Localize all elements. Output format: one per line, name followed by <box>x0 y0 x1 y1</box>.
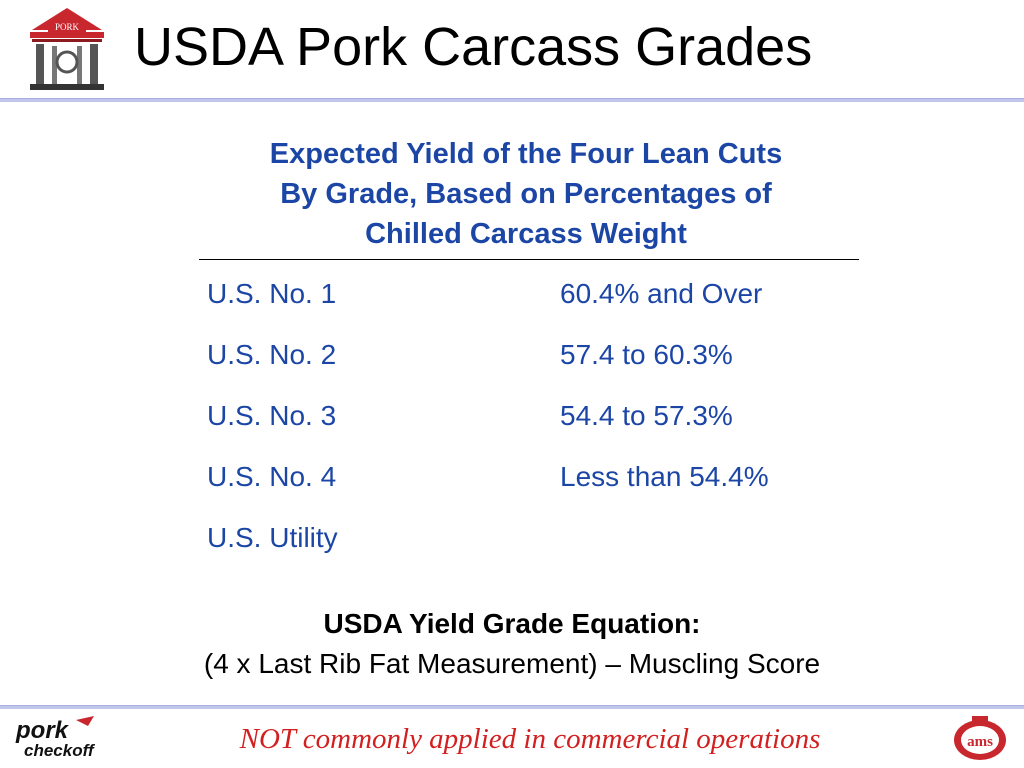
ams-logo: ams <box>954 716 1006 760</box>
grade-name: U.S. No. 2 <box>207 339 337 370</box>
table-heading: Expected Yield of the Four Lean Cuts By … <box>160 134 892 254</box>
grade-yield: Less than 54.4% <box>560 461 769 492</box>
grade-name: U.S. Utility <box>207 522 338 553</box>
footer-note: NOT commonly applied in commercial opera… <box>239 723 821 755</box>
grade-row: U.S. No. 1 60.4% and Over <box>207 276 867 337</box>
footer-divider <box>0 705 1024 709</box>
svg-text:ams: ams <box>967 734 993 750</box>
equation-formula: (4 x Last Rib Fat Measurement) – Musclin… <box>203 648 821 679</box>
grade-yield: 57.4 to 60.3% <box>560 339 733 370</box>
grade-name: U.S. No. 1 <box>207 278 337 309</box>
svg-text:pork: pork <box>15 717 70 744</box>
table-heading-line: By Grade, Based on Percentages of <box>280 178 772 210</box>
yield-grade-equation: USDA Yield Grade Equation: (4 x Last Rib… <box>60 604 964 684</box>
grade-name: U.S. No. 4 <box>207 461 337 492</box>
grade-row: U.S. No. 4 Less than 54.4% <box>207 459 867 520</box>
table-heading-line: Chilled Carcass Weight <box>365 218 687 250</box>
heading-underline <box>199 259 859 260</box>
svg-text:checkoff: checkoff <box>24 741 96 760</box>
pork-pavilion-logo: PORK <box>30 8 104 90</box>
header-divider <box>0 98 1024 102</box>
table-heading-line: Expected Yield of the Four Lean Cuts <box>269 138 783 170</box>
grade-row: U.S. Utility <box>207 520 867 581</box>
grade-row: U.S. No. 2 57.4 to 60.3% <box>207 337 867 398</box>
svg-text:PORK: PORK <box>55 22 80 32</box>
page-title: USDA Pork Carcass Grades <box>134 17 813 77</box>
grade-yield: 60.4% and Over <box>560 278 763 309</box>
grade-name: U.S. No. 3 <box>207 400 337 431</box>
pork-checkoff-logo: pork checkoff <box>15 716 96 760</box>
grade-row: U.S. No. 3 54.4 to 57.3% <box>207 398 867 459</box>
grades-table: U.S. No. 1 60.4% and Over U.S. No. 2 57.… <box>207 276 867 581</box>
equation-title: USDA Yield Grade Equation: <box>323 608 701 639</box>
grade-yield: 54.4 to 57.3% <box>560 400 733 431</box>
